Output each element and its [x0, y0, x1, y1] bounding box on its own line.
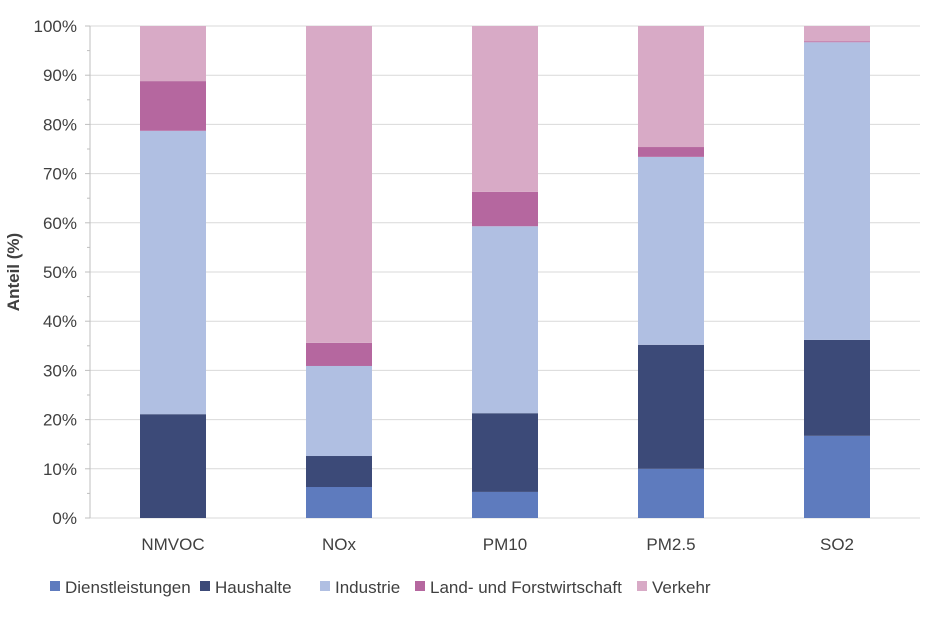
legend-label: Haushalte: [215, 578, 292, 597]
bar-segment: [472, 26, 538, 192]
bar-segment: [472, 226, 538, 414]
bar-segment: [804, 41, 870, 43]
bar-segment: [306, 342, 372, 366]
bar-segment: [638, 26, 704, 148]
bar-segment: [306, 26, 372, 343]
legend-swatch: [415, 581, 425, 591]
bar-segment: [306, 487, 372, 518]
legend-label: Land- und Forstwirtschaft: [430, 578, 622, 597]
legend-swatch: [50, 581, 60, 591]
y-tick-label: 90%: [43, 66, 77, 85]
y-tick-label: 80%: [43, 115, 77, 134]
y-tick-label: 30%: [43, 361, 77, 380]
y-tick-label: 40%: [43, 312, 77, 331]
legend-swatch: [320, 581, 330, 591]
y-tick-label: 50%: [43, 263, 77, 282]
legend-swatch: [200, 581, 210, 591]
bar-segment: [306, 456, 372, 488]
bar-segment: [472, 413, 538, 492]
y-tick-label: 20%: [43, 411, 77, 430]
bar-segment: [804, 42, 870, 340]
y-tick-label: 70%: [43, 165, 77, 184]
bar-segment: [804, 339, 870, 436]
x-tick-label: PM10: [483, 535, 527, 554]
y-tick-label: 0%: [52, 509, 77, 528]
bar-segment: [140, 130, 206, 415]
legend-label: Dienstleistungen: [65, 578, 191, 597]
y-tick-label: 100%: [34, 17, 77, 36]
legend-swatch: [637, 581, 647, 591]
y-tick-label: 60%: [43, 214, 77, 233]
x-tick-label: NMVOC: [141, 535, 204, 554]
bar-segment: [140, 81, 206, 131]
legend-label: Verkehr: [652, 578, 711, 597]
bar-segment: [140, 26, 206, 82]
y-tick-label: 10%: [43, 460, 77, 479]
x-tick-label: SO2: [820, 535, 854, 554]
bar-segment: [638, 147, 704, 157]
y-axis-label: Anteil (%): [4, 233, 23, 311]
bar-segment: [638, 468, 704, 518]
x-tick-label: NOx: [322, 535, 357, 554]
bar-segment: [306, 365, 372, 457]
bar-segment: [638, 156, 704, 345]
bar-segment: [472, 491, 538, 518]
bar-segment: [804, 435, 870, 518]
x-tick-label: PM2.5: [646, 535, 695, 554]
bar-segment: [804, 26, 870, 42]
bar-segment: [140, 414, 206, 518]
bar-segment: [638, 344, 704, 469]
bar-segment: [472, 191, 538, 227]
legend-label: Industrie: [335, 578, 400, 597]
